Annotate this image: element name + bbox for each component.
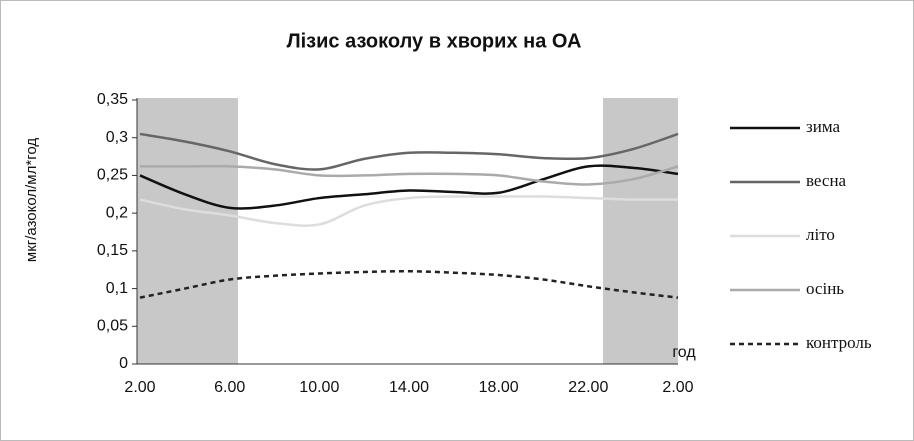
x-tick-label: 2.00 — [662, 379, 693, 396]
x-tick-label: 10.00 — [299, 379, 339, 396]
x-tick-label: 14.00 — [389, 379, 429, 396]
legend-label: зима — [806, 117, 840, 136]
series-line — [139, 132, 679, 171]
chart-title: Лізис азоколу в хворих на ОА — [287, 30, 582, 52]
x-tick-label: 6.00 — [214, 379, 245, 396]
y-tick-label: 0,15 — [97, 242, 128, 259]
y-tick-label: 0 — [119, 355, 128, 372]
legend-label: літо — [806, 225, 835, 244]
series-line — [139, 164, 679, 186]
y-tick-label: 0,1 — [106, 280, 128, 297]
x-tick-label: 22.00 — [568, 379, 608, 396]
x-axis-label: год — [672, 344, 696, 361]
y-tick-label: 0,05 — [97, 318, 128, 335]
night-band — [137, 98, 238, 364]
y-tick-label: 0,3 — [106, 129, 128, 146]
legend-label: контроль — [806, 333, 872, 352]
x-tick-label: 2.00 — [124, 379, 155, 396]
y-tick-label: 0,25 — [97, 167, 128, 184]
legend-label: весна — [806, 171, 847, 190]
night-band — [603, 98, 678, 364]
legend-label: осінь — [806, 279, 844, 298]
y-tick-label: 0,2 — [106, 204, 128, 221]
y-tick-label: 0,35 — [97, 91, 128, 108]
series-line — [139, 195, 679, 227]
y-axis-label: мкг/азокол/мл*год — [23, 138, 40, 262]
series-line — [139, 269, 679, 299]
x-tick-label: 18.00 — [479, 379, 519, 396]
series-line — [139, 164, 679, 210]
